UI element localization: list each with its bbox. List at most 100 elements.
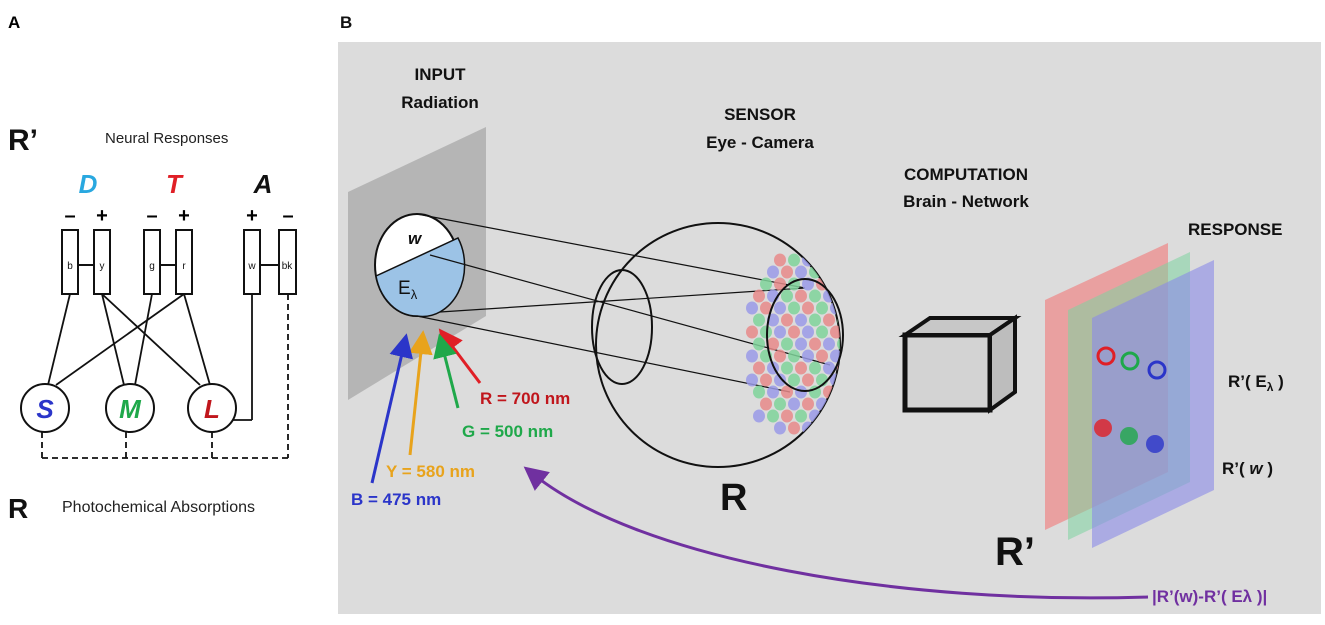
- retina-receptor-dot: [760, 301, 772, 315]
- retina-receptor-dot: [788, 373, 800, 387]
- sign-d-plus: +: [96, 205, 108, 227]
- cone-s-circle: [20, 383, 70, 433]
- retina-receptor-dot: [788, 349, 800, 363]
- channel-t-label: T: [166, 169, 184, 199]
- r-prime-response-label: R’: [995, 530, 1035, 574]
- retina-receptor-dot: [774, 373, 786, 387]
- retina-receptor-dot: [802, 373, 814, 387]
- optical-rays: [416, 213, 831, 393]
- retina-receptor-dot: [802, 253, 814, 267]
- box-g-text: g: [149, 261, 155, 272]
- cone-l-circle: [187, 383, 237, 433]
- retina-receptor-dot: [753, 385, 765, 399]
- retina-receptor-dot: [767, 361, 779, 375]
- retina-receptor-dot: [830, 397, 840, 411]
- retina-receptor-dot: [844, 374, 856, 387]
- retina-receptor-dot: [753, 409, 765, 423]
- sensor-title: SENSOR: [724, 105, 796, 124]
- retina-receptor-dot: [774, 253, 786, 267]
- neural-responses-label: Neural Responses: [105, 130, 228, 147]
- retina-receptor-dot: [795, 313, 807, 327]
- sign-a-plus: +: [246, 205, 258, 227]
- retina-receptor-dot: [816, 253, 828, 267]
- retina-receptor-dot: [823, 337, 835, 351]
- retina-receptor-dot: [774, 301, 786, 315]
- cone-m-circle: [105, 383, 155, 433]
- retina-receptor-dot: [781, 409, 793, 423]
- retina-receptor-dot: [816, 349, 828, 363]
- retina-receptor-dot: [788, 301, 800, 315]
- retina-receptor-dot: [781, 289, 793, 303]
- wavelength-yellow-label: Y = 580 nm: [386, 462, 475, 481]
- retina-receptor-dot: [844, 398, 856, 411]
- retina-receptor-dot: [774, 349, 786, 363]
- retina-receptor-dot: [802, 325, 814, 339]
- retina-receptor-dot: [851, 290, 863, 303]
- retina-receptor-dot: [753, 313, 765, 327]
- retina-receptor-dot: [809, 337, 821, 351]
- retina-receptor-dot: [837, 385, 840, 399]
- box-y-text: y: [100, 261, 105, 272]
- retina-receptor-dot: [795, 265, 807, 279]
- retina-receptor-dot: [781, 361, 793, 375]
- retina-receptor-dot: [851, 362, 863, 375]
- retina-receptor-dot: [774, 325, 786, 339]
- response-plane-red: [1045, 243, 1168, 530]
- opponent-boxes: [61, 229, 297, 295]
- panel-b-label: B: [340, 13, 352, 32]
- retina-receptor-dot: [830, 349, 840, 363]
- retina-receptor-dot: [746, 373, 758, 387]
- r-prime-label: R’: [8, 124, 38, 157]
- retina-receptor-dot: [767, 409, 779, 423]
- retina-receptor-dot: [795, 361, 807, 375]
- retina-receptor-dot: [830, 373, 840, 387]
- retina-spot: [766, 278, 844, 392]
- cone-m-label: M: [119, 394, 142, 424]
- retina-receptor-dot: [823, 289, 835, 303]
- sign-a-minus: –: [282, 205, 293, 227]
- response-dot-green: [1120, 427, 1138, 445]
- retina-receptor-dot: [760, 349, 772, 363]
- feedback-arrow: [523, 466, 1149, 600]
- retina-receptor-dot: [774, 277, 786, 291]
- e-lambda-label: Eλ: [398, 278, 418, 302]
- retina-receptor-dot: [830, 277, 840, 291]
- channel-d-label: D: [79, 169, 98, 199]
- retina-receptor-dot: [767, 313, 779, 327]
- retina-receptor-dot: [781, 265, 793, 279]
- retina-receptor-dot: [837, 361, 840, 375]
- retina-receptor-dot: [823, 385, 835, 399]
- computation-subtitle: Brain - Network: [903, 192, 1029, 211]
- arrow-red: [438, 328, 482, 384]
- retina-receptor-dot: [830, 301, 840, 315]
- retina-receptor-dot: [802, 301, 814, 315]
- arrow-yellow: [408, 330, 433, 456]
- retina-receptor-dot: [767, 337, 779, 351]
- retina-receptor-dot: [809, 313, 821, 327]
- sensor-subtitle: Eye - Camera: [706, 133, 814, 152]
- computation-cube: [898, 314, 1022, 414]
- retina-receptor-dot: [851, 338, 863, 351]
- retina-receptor-dot: [788, 325, 800, 339]
- r-response-label: R: [720, 477, 747, 519]
- channel-a-label: A: [253, 169, 273, 199]
- input-plane: [348, 127, 486, 400]
- retina-receptor-dot: [851, 314, 863, 327]
- retina-receptor-dot: [816, 325, 828, 339]
- retina-receptor-dot: [851, 386, 863, 399]
- retina-receptor-dot: [844, 326, 856, 339]
- retina-receptor-dot: [746, 325, 758, 339]
- retina-receptor-dot: [837, 289, 840, 303]
- retina-receptor-dot: [809, 361, 821, 375]
- retina-receptor-dot: [844, 278, 856, 291]
- retina-receptor-dot: [767, 265, 779, 279]
- retina-receptor-dot: [767, 385, 779, 399]
- sign-t-plus: +: [178, 205, 190, 227]
- retina-receptor-dot: [788, 253, 800, 267]
- retina-receptor-dot: [802, 421, 814, 435]
- retina-receptor-dot: [788, 421, 800, 435]
- retina-receptor-dot: [774, 421, 786, 435]
- e-lambda-region: [375, 237, 466, 318]
- retina-receptor-dot: [844, 350, 856, 363]
- response-title: RESPONSE: [1188, 220, 1282, 239]
